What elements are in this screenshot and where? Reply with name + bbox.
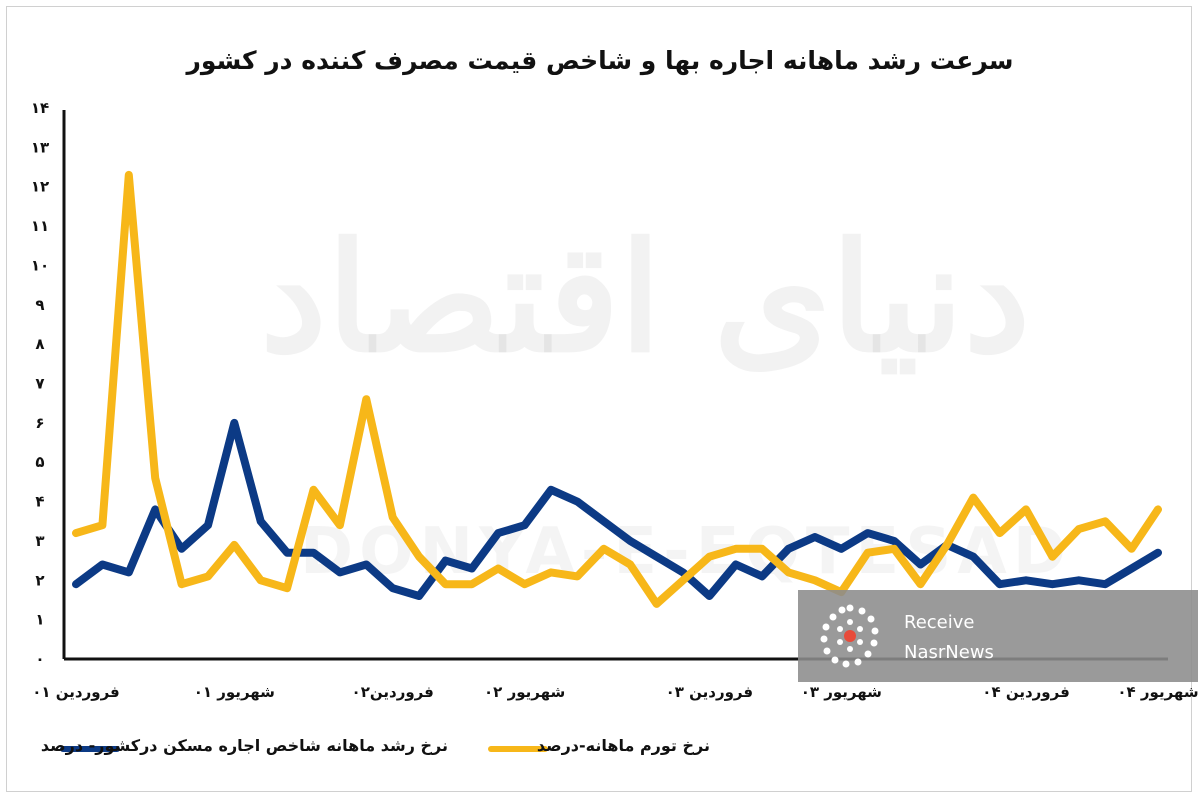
badge-source-text: NasrNews	[904, 642, 994, 663]
x-tick-label: شهریور ۰۳	[801, 683, 882, 701]
nasrnews-logo-icon	[820, 604, 879, 668]
x-tick-label: فروردین۰۲	[352, 683, 434, 701]
y-tick-label: ۱۰	[31, 256, 49, 274]
y-tick-label: ۱۴	[31, 99, 49, 117]
y-tick-label: ۰	[35, 650, 44, 668]
y-tick-label: ۳	[35, 532, 44, 550]
x-tick-label: شهریور ۰۲	[484, 683, 565, 701]
y-tick-label: ۱۱	[31, 217, 49, 235]
y-tick-label: ۸	[35, 335, 44, 353]
legend-label-inflation: نرخ تورم ماهانه-درصد	[536, 736, 710, 755]
x-axis-ticks: فروردین ۰۱ شهریور ۰۱ فروردین۰۲ شهریور ۰۲ فرو…	[32, 683, 1198, 701]
y-tick-label: ۷	[35, 375, 44, 393]
receive-badge: Receive NasrNews	[798, 590, 1198, 682]
y-tick-label: ۶	[35, 414, 44, 432]
x-tick-label: فروردین ۰۱	[32, 683, 119, 701]
legend-swatch-inflation	[488, 746, 548, 752]
y-tick-label: ۴	[35, 493, 44, 511]
y-tick-label: ۱۲	[31, 178, 49, 196]
y-tick-label: ۱	[35, 611, 44, 629]
x-tick-label: فروردین ۰۳	[666, 683, 753, 701]
watermark-persian: دنیای اقتصاد	[260, 210, 1031, 386]
y-tick-label: ۵	[35, 453, 44, 471]
y-tick-label: ۲	[35, 571, 44, 589]
series-line-inflation	[72, 170, 1162, 608]
legend-swatch-rent	[60, 746, 120, 752]
chart-title: سرعت رشد ماهانه اجاره بها و شاخص قیمت مص…	[186, 46, 1014, 75]
x-tick-label: فروردین ۰۴	[982, 683, 1069, 701]
series-line-rent	[72, 418, 1162, 600]
x-tick-label: شهریور ۰۴	[1117, 683, 1198, 701]
y-tick-label: ۱۳	[31, 138, 49, 156]
legend-label-rent: نرخ رشد ماهانه شاخص اجاره مسکن درکشور- د…	[40, 736, 448, 755]
chart-frame	[6, 6, 1192, 792]
badge-receive-text: Receive	[904, 612, 975, 633]
y-tick-label: ۹	[35, 296, 44, 314]
x-tick-label: شهریور ۰۱	[194, 683, 275, 701]
series-layer	[72, 170, 1162, 608]
